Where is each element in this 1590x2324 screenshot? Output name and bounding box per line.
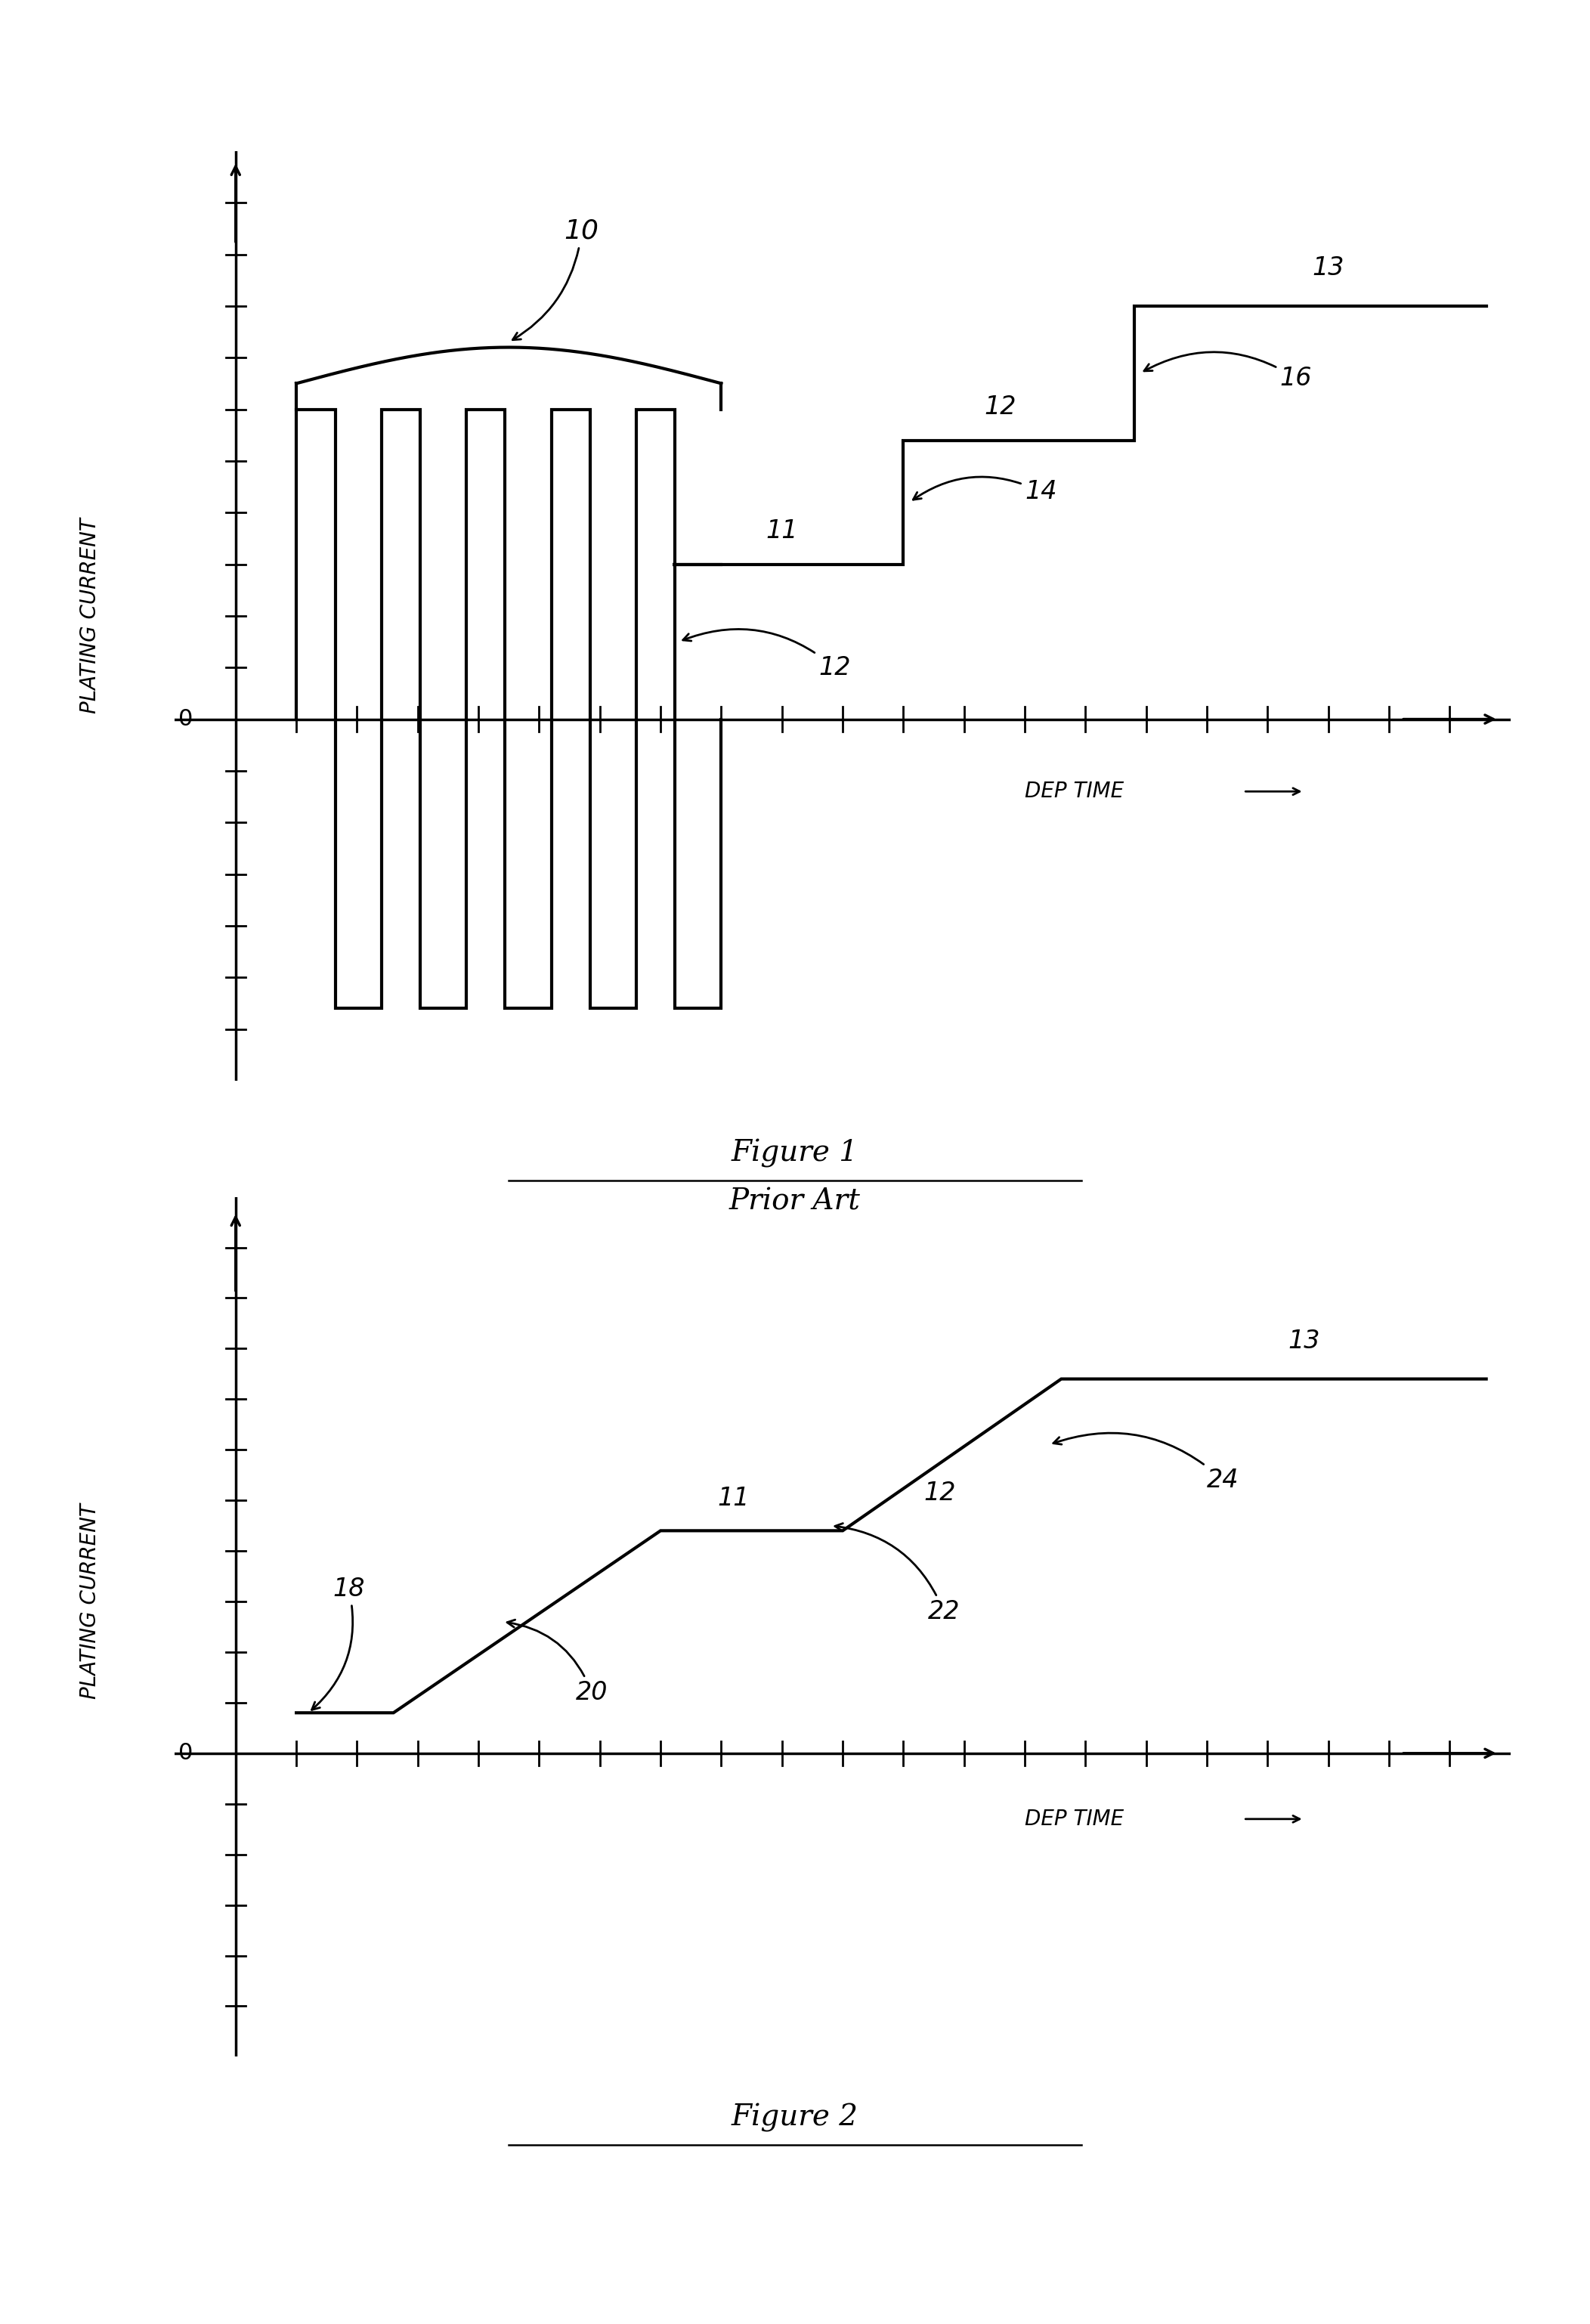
Text: DEP TIME: DEP TIME <box>1026 781 1124 802</box>
Text: 12: 12 <box>984 395 1016 421</box>
Text: PLATING CURRENT: PLATING CURRENT <box>80 1504 100 1699</box>
Text: 0: 0 <box>178 1743 192 1764</box>
Text: 12: 12 <box>684 630 851 681</box>
Text: 12: 12 <box>924 1480 956 1506</box>
Text: 10: 10 <box>512 218 599 339</box>
Text: 20: 20 <box>507 1620 607 1706</box>
Text: DEP TIME: DEP TIME <box>1026 1808 1124 1829</box>
Text: Figure 1: Figure 1 <box>731 1139 859 1167</box>
Text: 11: 11 <box>766 518 798 544</box>
Text: 22: 22 <box>835 1522 960 1624</box>
Text: 14: 14 <box>913 476 1057 504</box>
Text: PLATING CURRENT: PLATING CURRENT <box>80 518 100 713</box>
Text: 11: 11 <box>717 1485 749 1511</box>
Text: 0: 0 <box>178 709 192 730</box>
Text: 18: 18 <box>312 1576 364 1710</box>
Text: 13: 13 <box>1312 256 1345 281</box>
Text: 24: 24 <box>1053 1434 1239 1492</box>
Text: Figure 2: Figure 2 <box>731 2103 859 2131</box>
Text: 13: 13 <box>1288 1329 1320 1355</box>
Text: Prior Art: Prior Art <box>730 1188 860 1215</box>
Text: 16: 16 <box>1145 351 1312 390</box>
